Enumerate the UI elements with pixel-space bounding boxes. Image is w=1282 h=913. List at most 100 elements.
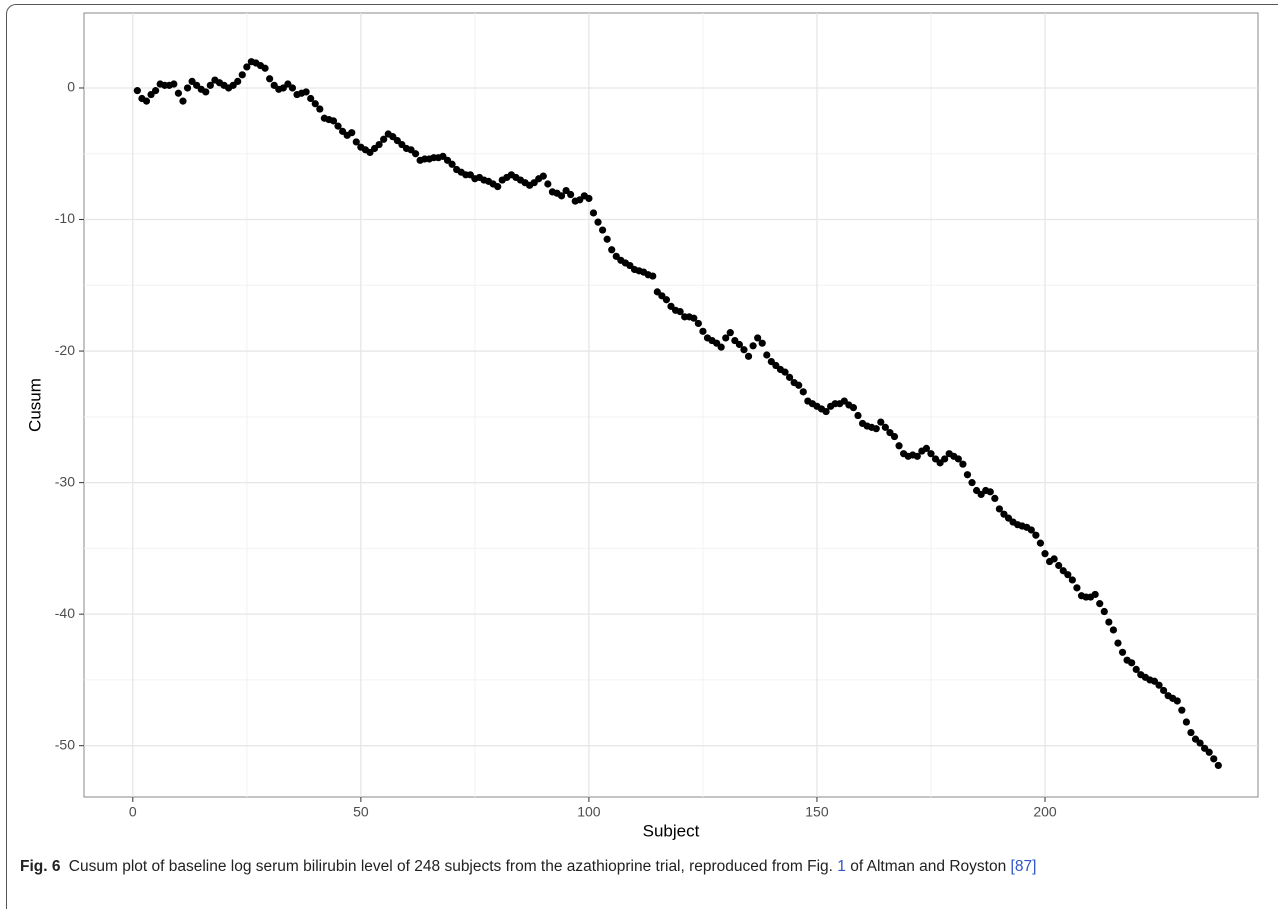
point <box>243 63 251 71</box>
point <box>676 308 684 316</box>
point <box>744 352 753 360</box>
point <box>959 460 967 468</box>
figure-frame <box>6 4 1278 909</box>
point <box>649 272 657 280</box>
point <box>890 432 899 441</box>
point <box>986 488 994 496</box>
point <box>311 100 319 108</box>
point <box>1064 571 1072 579</box>
y-tick-label: -10 <box>55 210 75 226</box>
point <box>352 138 360 146</box>
point <box>329 117 338 125</box>
point <box>954 455 962 463</box>
point <box>735 340 744 349</box>
point <box>1036 539 1045 547</box>
point <box>1027 526 1035 534</box>
point <box>991 494 999 502</box>
point <box>348 129 356 137</box>
y-tick-label: -30 <box>55 473 75 489</box>
point <box>699 327 707 335</box>
point <box>608 246 616 254</box>
y-axis-title: Cusum <box>25 378 44 432</box>
figure-reference[interactable]: 1 <box>837 858 846 875</box>
point <box>913 452 921 460</box>
point <box>927 450 935 458</box>
point <box>302 88 310 96</box>
point <box>795 381 803 389</box>
point <box>539 172 547 180</box>
x-tick-label: 50 <box>353 804 369 820</box>
point <box>1114 639 1122 647</box>
point <box>877 418 885 426</box>
point <box>872 425 880 433</box>
plot-panel <box>83 12 1259 798</box>
point <box>690 314 698 322</box>
point <box>799 388 807 396</box>
points <box>133 58 1222 770</box>
point <box>133 87 141 95</box>
caption-text: Cusum plot of baseline log serum bilirub… <box>68 858 833 875</box>
point <box>1041 550 1049 558</box>
point <box>544 180 552 188</box>
point <box>717 343 725 351</box>
point <box>380 135 388 143</box>
point <box>740 346 748 354</box>
point <box>1096 600 1104 608</box>
point <box>1132 665 1140 674</box>
point <box>694 319 702 328</box>
point <box>183 84 192 92</box>
point <box>334 122 342 130</box>
point <box>448 160 456 168</box>
point <box>557 192 566 200</box>
x-tick-label: 200 <box>1033 804 1057 820</box>
point <box>1159 686 1168 695</box>
point <box>1128 659 1136 667</box>
point <box>963 471 972 479</box>
point <box>494 183 502 191</box>
y-tick-label: 0 <box>67 79 75 95</box>
point <box>152 87 160 95</box>
point <box>922 444 931 453</box>
point <box>603 235 611 243</box>
point <box>234 77 242 86</box>
x-tick-label: 150 <box>805 804 829 820</box>
point <box>995 505 1003 513</box>
point <box>567 190 575 199</box>
point <box>722 334 730 342</box>
point <box>206 81 214 89</box>
point <box>1210 755 1218 763</box>
point <box>589 209 598 217</box>
point <box>1055 561 1063 570</box>
point <box>238 71 246 79</box>
point <box>1105 618 1113 626</box>
point <box>1196 739 1204 747</box>
x-axis-title: Subject <box>643 821 700 840</box>
point <box>266 75 274 83</box>
point <box>594 218 602 226</box>
citation[interactable]: [87] <box>1010 858 1037 875</box>
point <box>1118 648 1127 656</box>
x-tick-label: 100 <box>577 804 601 820</box>
caption-text: of Altman and Royston <box>850 858 1007 875</box>
point <box>749 342 757 350</box>
y-tick-label: -50 <box>55 736 75 752</box>
caption: Fig. 6 Cusum plot of baseline log serum … <box>20 856 1260 878</box>
point <box>585 194 593 203</box>
y-tick-label: -20 <box>55 342 75 358</box>
point <box>968 479 976 487</box>
point <box>142 97 151 105</box>
point <box>1109 626 1118 634</box>
point <box>288 84 297 92</box>
point <box>170 80 178 88</box>
point <box>754 334 762 342</box>
point <box>307 94 315 103</box>
point <box>174 89 183 97</box>
point <box>822 407 830 416</box>
point <box>781 368 789 376</box>
point <box>1050 555 1058 563</box>
point <box>1178 706 1186 714</box>
point <box>758 339 766 347</box>
point <box>1182 718 1190 726</box>
point <box>1068 576 1076 584</box>
